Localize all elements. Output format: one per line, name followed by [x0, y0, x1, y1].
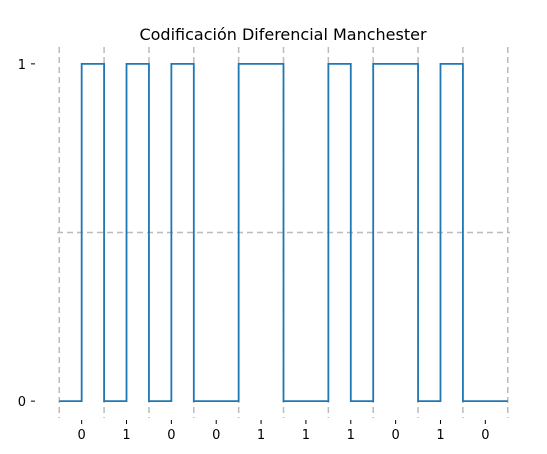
- x-axis: 0 1 0 0 1 1 1 0 1 0: [78, 420, 489, 443]
- signal-line: [59, 62, 508, 403]
- bit-label: 1: [347, 428, 355, 443]
- bit-label: 0: [391, 428, 399, 443]
- y-axis: 01: [18, 58, 35, 410]
- bit-label: 1: [122, 428, 130, 443]
- bit-label: 0: [78, 428, 86, 443]
- signal-series: [59, 62, 508, 403]
- bit-label: 0: [481, 428, 489, 443]
- y-tick-label: 0: [18, 395, 26, 410]
- y-tick-label: 1: [18, 58, 26, 73]
- bit-label: 1: [436, 428, 444, 443]
- bit-label: 0: [212, 428, 220, 443]
- bit-label: 1: [257, 428, 265, 443]
- bit-label: 0: [167, 428, 175, 443]
- chart-title: Codificación Diferencial Manchester: [139, 25, 427, 44]
- bit-label: 1: [302, 428, 310, 443]
